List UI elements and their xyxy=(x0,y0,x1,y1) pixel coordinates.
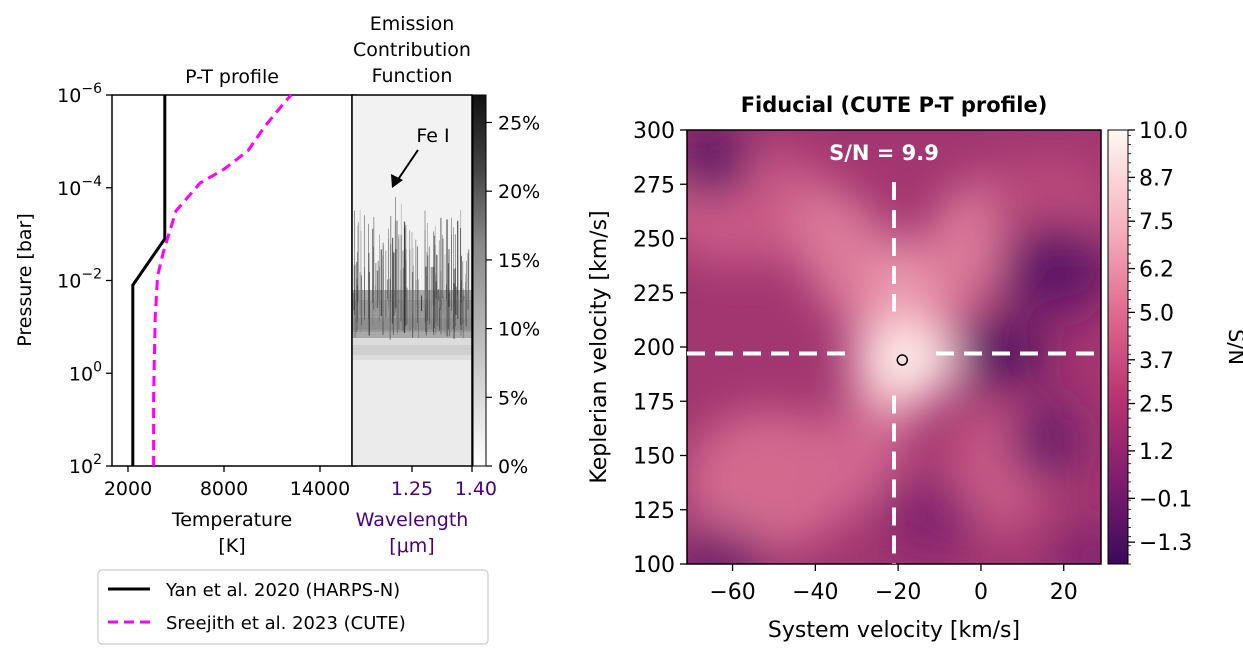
fiducial-x-tick-label: −60 xyxy=(709,580,755,605)
legend-entry-cute: Sreejith et al. 2023 (CUTE) xyxy=(166,613,406,634)
pt-y-tick-exp: −2 xyxy=(81,267,102,283)
sn-colorbar xyxy=(1108,130,1128,564)
legend-box xyxy=(97,569,489,645)
fiducial-x-axis-label: System velocity [km/s] xyxy=(768,618,1020,643)
pt-y-tick-label: 10−6 xyxy=(57,81,102,107)
pt-series-harps-line xyxy=(131,95,167,466)
ecf-colorbar-tick-label: 10% xyxy=(498,319,540,341)
pt-y-tick-base: 10 xyxy=(69,363,93,385)
sn-colorbar-tick-label: 8.7 xyxy=(1139,166,1174,191)
ecf-x-ticks: 1.25 1.40 xyxy=(391,466,497,500)
fiducial-x-tick-label: 20 xyxy=(1050,580,1078,605)
ecf-spectral-lines xyxy=(353,197,470,340)
pt-series-lines xyxy=(131,93,293,466)
pt-profile-title: P-T profile xyxy=(185,66,279,88)
pt-y-tick-exp: −6 xyxy=(81,81,102,97)
sn-colorbar-tick-label: 6.2 xyxy=(1139,258,1174,283)
pt-y-tick-base: 10 xyxy=(57,85,81,107)
ecf-x-tick-label: 1.25 xyxy=(391,478,433,500)
pt-y-tick-base: 10 xyxy=(69,456,93,478)
sn-colorbar-tick-label: 3.7 xyxy=(1139,349,1174,374)
sn-colorbar-tick-label: −0.1 xyxy=(1139,487,1192,512)
pt-y-tick-base: 10 xyxy=(57,271,81,293)
ecf-colorbar-ticks: 0% 5% 10% 15% 20% 25% xyxy=(486,112,540,478)
pt-y-tick-label: 10−2 xyxy=(57,267,102,293)
sn-annotation: S/N = 9.9 xyxy=(829,141,939,165)
pt-y-axis-label: Pressure [bar] xyxy=(14,213,36,347)
pt-y-tick-label: 100 xyxy=(69,359,102,385)
pt-y-tick-label: 10−4 xyxy=(57,174,102,200)
emission-contribution-panel: Emission Contribution Function 1.25 1.40 … xyxy=(351,13,540,557)
pt-x-axis-label-line1: Temperature xyxy=(171,509,292,531)
legend: Yan et al. 2020 (HARPS-N) Sreejith et al… xyxy=(97,569,489,645)
fiducial-y-tick-label: 175 xyxy=(633,390,675,415)
fiducial-y-ticks: 100 125 150 175 200 225 250 275 300 xyxy=(633,119,687,578)
fiducial-map-panel: Fiducial (CUTE P-T profile) xyxy=(587,93,1243,643)
fiducial-y-tick-label: 275 xyxy=(633,173,675,198)
fiducial-y-tick-label: 150 xyxy=(633,445,675,470)
fiducial-y-tick-label: 225 xyxy=(633,282,675,307)
fiducial-y-tick-label: 250 xyxy=(633,228,675,253)
pt-x-tick-label: 2000 xyxy=(104,478,152,500)
detected-peak-marker xyxy=(896,354,909,366)
sn-colorbar-tick-label: 5.0 xyxy=(1139,301,1174,326)
ecf-colorbar-tick-label: 0% xyxy=(498,456,528,478)
fe-i-annotation: Fe I xyxy=(416,125,449,147)
pt-y-tick-label: 102 xyxy=(69,452,102,478)
sn-colorbar-ticks: 10.0 8.7 7.5 6.2 5.0 3.7 2.5 1.2 −0.1 −1.3 xyxy=(1128,119,1192,556)
ecf-colorbar-tick-label: 20% xyxy=(498,181,540,203)
pt-profile-axes-frame xyxy=(111,94,353,467)
injected-velocity-markers xyxy=(687,182,1101,564)
ecf-title-line2: Contribution xyxy=(353,39,471,61)
sn-colorbar-tick-label: 10.0 xyxy=(1139,119,1188,144)
fiducial-title: Fiducial (CUTE P-T profile) xyxy=(741,93,1048,117)
ecf-x-axis-label-line1: Wavelength xyxy=(356,509,469,531)
sn-colorbar-label: S/N xyxy=(1224,329,1243,365)
pt-series-cute-line xyxy=(152,93,293,466)
legend-entry-harps: Yan et al. 2020 (HARPS-N) xyxy=(165,580,400,601)
fe-i-arrow-shaft xyxy=(396,149,419,182)
sn-colorbar-minor-ticks xyxy=(1128,135,1131,565)
pt-y-tick-exp: −4 xyxy=(81,174,102,190)
sn-heatmap xyxy=(687,130,1101,564)
sn-colorbar-tick-label: −1.3 xyxy=(1139,531,1192,556)
fiducial-y-tick-label: 200 xyxy=(633,336,675,361)
sn-colorbar-tick-label: 2.5 xyxy=(1139,393,1174,418)
sn-colorbar-tick-label: 1.2 xyxy=(1139,440,1174,465)
fiducial-x-tick-label: −40 xyxy=(792,580,838,605)
ecf-colorbar-tick-label: 5% xyxy=(498,387,528,409)
sn-colorbar-tick-label: 7.5 xyxy=(1139,210,1174,235)
ecf-colorbar xyxy=(473,95,486,466)
ecf-heatmap xyxy=(352,95,472,466)
ecf-title-line3: Function xyxy=(372,65,453,87)
fiducial-y-tick-label: 125 xyxy=(633,499,675,524)
fiducial-x-tick-label: −20 xyxy=(875,580,921,605)
pt-x-axis-label-line2: [K] xyxy=(218,535,245,557)
pt-x-tick-label: 8000 xyxy=(200,478,248,500)
ecf-x-tick-label: 1.40 xyxy=(455,478,497,500)
fiducial-y-axis-label: Keplerian velocity [km/s] xyxy=(587,210,612,483)
pt-y-tick-base: 10 xyxy=(57,178,81,200)
fiducial-y-tick-label: 100 xyxy=(633,553,675,578)
fiducial-y-tick-label: 300 xyxy=(633,119,675,144)
ecf-title-line1: Emission xyxy=(370,13,455,35)
fe-i-arrow-head xyxy=(391,174,403,188)
ecf-x-axis-label-line2: [μm] xyxy=(389,535,434,557)
pt-x-tick-label: 14000 xyxy=(290,478,350,500)
fiducial-x-ticks: −60 −40 −20 0 20 xyxy=(709,564,1078,605)
pt-y-tick-exp: 0 xyxy=(93,359,102,375)
pt-y-tick-exp: 2 xyxy=(93,452,102,468)
fiducial-x-tick-label: 0 xyxy=(974,580,988,605)
ecf-colorbar-frame xyxy=(472,94,487,467)
sn-colorbar-frame xyxy=(1107,129,1129,565)
ecf-colorbar-tick-label: 15% xyxy=(498,250,540,272)
pt-x-ticks: 2000 8000 14000 xyxy=(104,466,350,500)
ecf-colorbar-tick-label: 25% xyxy=(498,112,540,134)
